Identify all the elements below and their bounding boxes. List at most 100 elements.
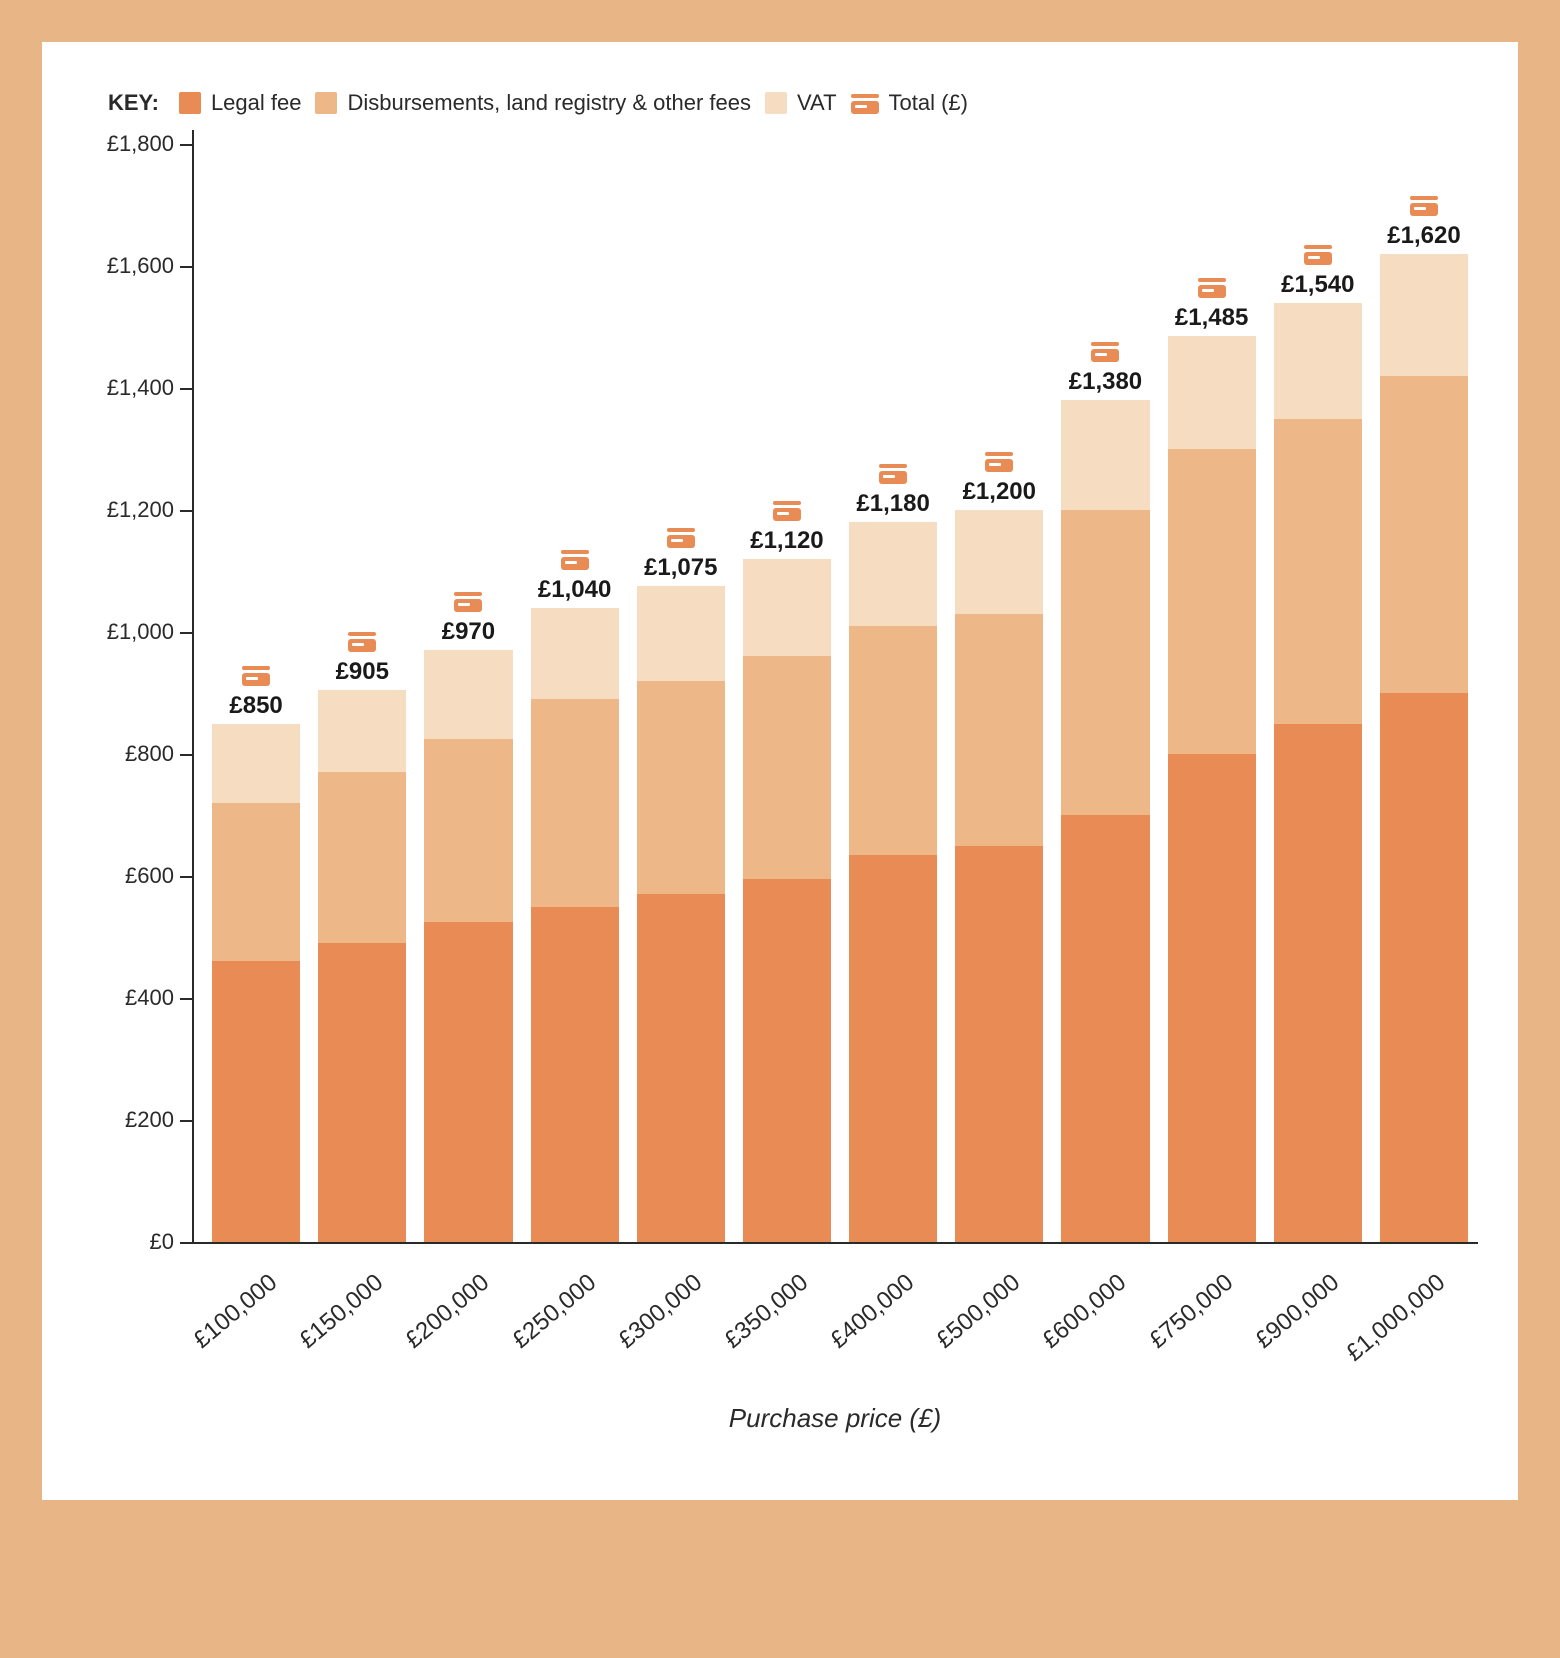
legend-key: KEY: (108, 90, 159, 116)
y-tick (180, 754, 194, 756)
y-axis-label: £1,200 (107, 497, 174, 523)
x-axis-label: £500,000 (932, 1269, 1027, 1355)
x-axis-label: £150,000 (295, 1269, 390, 1355)
y-tick (180, 632, 194, 634)
bar-stack (1380, 254, 1468, 1242)
bar-segment-vat (424, 650, 512, 738)
bar-segment-legal-fee (531, 907, 619, 1242)
bar-segment-vat (743, 559, 831, 657)
bar-stack (212, 724, 300, 1243)
bar-segment-disbursements (1274, 419, 1362, 724)
bar-stack (1274, 303, 1362, 1242)
bar-segment-disbursements (531, 699, 619, 906)
x-axis-label: £900,000 (1250, 1269, 1345, 1355)
bar-segment-legal-fee (743, 879, 831, 1242)
y-tick (180, 876, 194, 878)
x-axis-label: £1,000,000 (1341, 1269, 1451, 1368)
legend-item-total: Total (£) (851, 90, 968, 116)
bar-total-label: £1,620 (1387, 222, 1460, 250)
y-axis-label: £600 (125, 863, 174, 889)
legend-item-disbursements: Disbursements, land registry & other fee… (315, 90, 751, 116)
y-tick (180, 266, 194, 268)
legend-item-legal-fee: Legal fee (179, 90, 302, 116)
legend: KEY: Legal fee Disbursements, land regis… (108, 90, 1478, 116)
bar-stack (1061, 400, 1149, 1242)
bar-column: £1,200£500,000 (955, 144, 1043, 1242)
bar-stack (424, 650, 512, 1242)
chart-card: KEY: Legal fee Disbursements, land regis… (42, 42, 1518, 1500)
credit-card-icon (242, 664, 270, 686)
legend-label: VAT (797, 90, 837, 116)
bar-total-label: £970 (442, 618, 495, 646)
bar-total-label: £1,485 (1175, 304, 1248, 332)
x-axis-label: £200,000 (401, 1269, 496, 1355)
credit-card-icon (1410, 194, 1438, 216)
bar-segment-legal-fee (1380, 693, 1468, 1242)
bar-column: £1,075£300,000 (637, 144, 725, 1242)
bar-column: £1,485£750,000 (1168, 144, 1256, 1242)
bar-segment-vat (637, 586, 725, 681)
credit-card-icon (1304, 243, 1332, 265)
x-axis-label: £350,000 (719, 1269, 814, 1355)
y-axis-label: £1,800 (107, 131, 174, 157)
credit-card-icon (667, 526, 695, 548)
plot: £850£100,000£905£150,000£970£200,000£1,0… (192, 144, 1478, 1244)
bar-segment-disbursements (637, 681, 725, 895)
credit-card-icon (879, 462, 907, 484)
credit-card-icon (1091, 340, 1119, 362)
bar-total-label: £1,380 (1069, 368, 1142, 396)
y-tick (180, 1242, 194, 1244)
x-axis-label: £400,000 (825, 1269, 920, 1355)
bar-segment-disbursements (318, 772, 406, 943)
bar-segment-legal-fee (849, 855, 937, 1242)
bar-segment-disbursements (1380, 376, 1468, 693)
bar-segment-vat (212, 724, 300, 803)
bar-segment-legal-fee (1168, 754, 1256, 1242)
y-axis-label: £800 (125, 741, 174, 767)
bar-total-label: £1,180 (856, 490, 929, 518)
legend-label: Legal fee (211, 90, 302, 116)
bar-total-label: £1,540 (1281, 271, 1354, 299)
credit-card-icon (561, 548, 589, 570)
legend-label: Disbursements, land registry & other fee… (347, 90, 751, 116)
bar-segment-legal-fee (318, 943, 406, 1242)
bar-stack (955, 510, 1043, 1242)
bar-column: £1,540£900,000 (1274, 144, 1362, 1242)
bar-segment-legal-fee (212, 961, 300, 1242)
bar-total-label: £850 (229, 692, 282, 720)
legend-item-vat: VAT (765, 90, 837, 116)
bar-segment-legal-fee (637, 894, 725, 1242)
y-axis-label: £1,400 (107, 375, 174, 401)
bar-segment-disbursements (955, 614, 1043, 846)
legend-swatch-disbursements (315, 92, 337, 114)
bar-stack (1168, 336, 1256, 1242)
y-axis-label: £1,600 (107, 253, 174, 279)
y-axis-label: £400 (125, 985, 174, 1011)
credit-card-icon (1198, 276, 1226, 298)
bar-segment-legal-fee (955, 846, 1043, 1243)
y-tick (180, 1120, 194, 1122)
bar-segment-disbursements (1168, 449, 1256, 754)
x-axis-label: £250,000 (507, 1269, 602, 1355)
bar-total-label: £1,200 (963, 478, 1036, 506)
bar-total-label: £1,040 (538, 576, 611, 604)
bar-column: £1,040£250,000 (531, 144, 619, 1242)
bar-total-label: £1,075 (644, 554, 717, 582)
x-axis-label: £100,000 (188, 1269, 283, 1355)
y-axis-label: £200 (125, 1107, 174, 1133)
legend-label: Total (£) (889, 90, 968, 116)
bar-segment-vat (1168, 336, 1256, 449)
bar-column: £1,120£350,000 (743, 144, 831, 1242)
bar-total-label: £905 (336, 658, 389, 686)
bar-column: £1,620£1,000,000 (1380, 144, 1468, 1242)
x-axis-label: £300,000 (613, 1269, 708, 1355)
x-axis-title: Purchase price (£) (192, 1403, 1478, 1434)
credit-card-icon (773, 499, 801, 521)
legend-swatch-legal-fee (179, 92, 201, 114)
y-tick (180, 144, 194, 146)
bar-stack (743, 559, 831, 1242)
bar-total-label: £1,120 (750, 527, 823, 555)
bar-segment-vat (318, 690, 406, 772)
credit-card-icon (454, 590, 482, 612)
chart-area: £850 £100,000 £905 £150,000 £970 £200,000 £1,0… (82, 144, 1478, 1444)
